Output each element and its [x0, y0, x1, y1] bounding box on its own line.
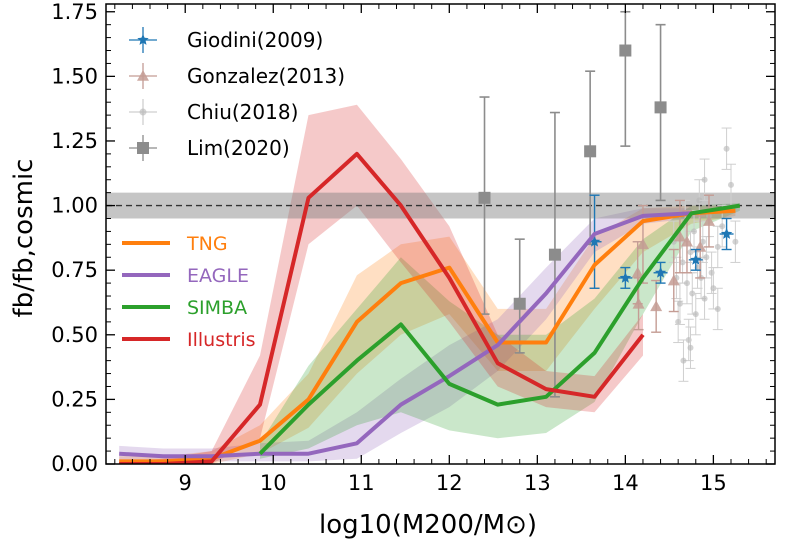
x-tick-label-11: 11: [348, 471, 375, 495]
series-gonzalez-2013: [631, 194, 715, 333]
legend-label-illustris: Illustris: [187, 329, 256, 351]
point-chiu-2018-5: [683, 280, 690, 287]
point-lim-2020-1-err: [514, 238, 525, 354]
legend-label-simba: SIMBA: [187, 297, 247, 319]
observation-points: [478, 10, 741, 398]
legend-item-illustris: Illustris: [122, 329, 256, 351]
legend-item-tng: TNG: [122, 233, 228, 255]
point-gonzalez-2013-6: [680, 235, 693, 247]
legend-item-simba: SIMBA: [122, 297, 247, 319]
y-tick-label-1.75: 1.75: [51, 0, 98, 24]
point-chiu-2018-23: [727, 181, 734, 188]
point-gonzalez-2013-3: [650, 300, 663, 312]
line-illustris: [119, 151, 645, 464]
point-lim-2020-0: [478, 191, 491, 204]
point-chiu-2018-16: [703, 254, 710, 261]
legend-item-eagle: EAGLE: [122, 265, 249, 287]
point-chiu-2018-9: [691, 228, 698, 235]
point-chiu-2018-24: [732, 238, 739, 245]
legend-marker-giodini-2009: [137, 34, 149, 45]
point-chiu-2018-12: [696, 197, 703, 204]
legend-marker-lim-2020: [137, 142, 149, 154]
point-chiu-2018-22: [723, 145, 730, 152]
x-tick-label-9: 9: [179, 471, 192, 495]
confidence-bands: [119, 104, 740, 464]
simulation-legend: TNG EAGLE SIMBA Illustris: [122, 233, 256, 351]
legend-label-eagle: EAGLE: [187, 265, 249, 287]
x-tick-label-14: 14: [612, 471, 639, 495]
line-eagle: [119, 211, 692, 459]
point-giodini-2009-3: [690, 253, 702, 265]
axis-labels: log10(M200/M⊙) fb/fb,cosmic: [9, 159, 537, 540]
legend-label-lim-2020: Lim(2020): [187, 136, 290, 160]
legend-marker-chiu-2018: [139, 108, 147, 116]
point-gonzalez-2013-1: [632, 297, 645, 309]
point-lim-2020-2: [548, 248, 561, 261]
point-lim-2020-1: [513, 297, 526, 310]
point-giodini-2009-0: [588, 235, 601, 247]
x-tick-label-13: 13: [524, 471, 551, 495]
point-giodini-2009-4: [720, 228, 733, 239]
legend-item-chiu-2018: Chiu(2018): [129, 99, 298, 125]
legend-label-chiu-2018: Chiu(2018): [187, 100, 298, 124]
line-simba: [258, 203, 741, 456]
point-chiu-2018-25: [680, 357, 687, 364]
point-chiu-2018-29: [714, 305, 721, 312]
series-lim-2020: [478, 10, 667, 398]
band-illustris: [119, 104, 643, 464]
point-chiu-2018-26: [687, 344, 694, 351]
x-tick-label-10: 10: [260, 471, 287, 495]
point-lim-2020-3: [584, 145, 597, 158]
legend-marker-gonzalez-2013: [137, 70, 149, 81]
y-tick-label-1.25: 1.25: [51, 129, 98, 153]
y-tick-label-1.00: 1.00: [51, 194, 98, 218]
legend-label-giodini-2009: Giodini(2009): [187, 28, 323, 52]
series-giodini-2009: [587, 194, 734, 289]
point-lim-2020-5: [654, 101, 667, 114]
y-axis-label: fb/fb,cosmic: [9, 159, 39, 318]
point-lim-2020-4: [619, 44, 632, 57]
x-tick-label-12: 12: [436, 471, 463, 495]
point-chiu-2018-21: [719, 223, 726, 230]
series-chiu-2018: [668, 127, 741, 382]
point-chiu-2018-28: [701, 176, 708, 183]
legend-label-gonzalez-2013: Gonzalez(2013): [187, 64, 345, 88]
point-giodini-2009-2: [654, 266, 667, 278]
legend-item-giodini-2009: Giodini(2009): [129, 27, 323, 53]
y-tick-label-0.50: 0.50: [51, 323, 98, 347]
observation-legend: Giodini(2009) Gonzalez(2013) Chiu(2018) Lim…: [129, 27, 345, 161]
y-tick-label-0.75: 0.75: [51, 258, 98, 282]
legend-item-gonzalez-2013: Gonzalez(2013): [129, 63, 345, 89]
band-eagle: [119, 208, 692, 462]
y-tick-label-0.00: 0.00: [51, 452, 98, 476]
x-tick-label-15: 15: [700, 471, 727, 495]
legend-label-tng: TNG: [186, 233, 228, 255]
plot-border: [105, 3, 776, 465]
point-chiu-2018-2: [676, 300, 683, 307]
band-tng: [119, 205, 736, 464]
band-simba: [260, 203, 740, 459]
point-chiu-2018-10: [692, 311, 699, 318]
y-tick-label-0.25: 0.25: [51, 387, 98, 411]
point-gonzalez-2013-0: [631, 266, 644, 278]
point-gonzalez-2013-2: [636, 238, 649, 250]
point-gonzalez-2013-4: [667, 274, 680, 286]
point-gonzalez-2013-5: [673, 230, 686, 242]
y-tick-label-1.50: 1.50: [51, 64, 98, 88]
plot-frame: [105, 3, 776, 465]
point-gonzalez-2013-8: [702, 215, 715, 226]
axis-ticks: 9 10 11 12 13 14 15 0.00 0.25 0.50 0.75 1.00 1.25 1.5…: [51, 0, 775, 495]
simulation-lines: [119, 151, 741, 464]
point-giodini-2009-1: [619, 271, 632, 283]
point-chiu-2018-15: [701, 295, 708, 302]
legend-item-lim-2020: Lim(2020): [129, 135, 290, 161]
x-axis-label: log10(M200/M⊙): [319, 510, 537, 540]
